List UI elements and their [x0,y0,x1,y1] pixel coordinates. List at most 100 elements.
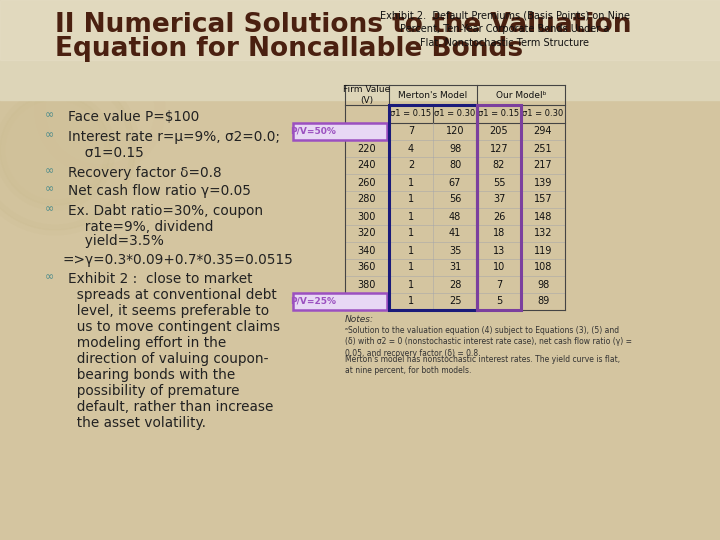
Text: 80: 80 [449,160,461,171]
Text: 400: 400 [358,296,376,307]
Text: 294: 294 [534,126,552,137]
Text: ∞: ∞ [45,130,54,140]
Bar [477,105,521,310]
Text: 48: 48 [449,212,461,221]
Text: Notes:: Notes: [345,315,374,324]
Text: Firm Value
(V): Firm Value (V) [343,85,391,105]
Text: σ1=0.15: σ1=0.15 [76,146,144,160]
Text: 5: 5 [496,296,502,307]
Text: ᵃSolution to the valuation equation (4) subject to Equations (3), (5) and
(δ) wi: ᵃSolution to the valuation equation (4) … [345,326,632,358]
Circle shape [0,70,135,230]
Text: default, rather than increase: default, rather than increase [68,400,274,414]
Text: 4: 4 [408,144,414,153]
Text: 205: 205 [490,126,508,137]
Text: us to move contingent claims: us to move contingent claims [68,320,280,334]
Text: 120: 120 [446,126,464,137]
Text: 37: 37 [492,194,505,205]
Text: Interest rate r=μ=9%, σ2=0.0;: Interest rate r=μ=9%, σ2=0.0; [68,130,280,144]
Text: Exhibit 2 :  close to market: Exhibit 2 : close to market [68,272,253,286]
Bar [0,0,720,100]
Text: 1: 1 [408,296,414,307]
Text: direction of valuing coupon-: direction of valuing coupon- [68,352,269,366]
Text: Merton's model has nonstochastic interest rates. The yield curve is flat,
at nin: Merton's model has nonstochastic interes… [345,355,620,375]
Text: 251: 251 [534,144,552,153]
Text: P/V=50%: P/V=50% [290,127,336,136]
Text: possibility of premature: possibility of premature [68,384,240,398]
Text: 67: 67 [449,178,462,187]
Text: 7: 7 [408,126,414,137]
Text: ∞: ∞ [45,272,54,282]
Text: 139: 139 [534,178,552,187]
Text: 148: 148 [534,212,552,221]
Text: 260: 260 [358,178,377,187]
Text: 280: 280 [358,194,377,205]
Text: 55: 55 [492,178,505,187]
Text: bearing bonds with the: bearing bonds with the [68,368,235,382]
Text: 1: 1 [408,212,414,221]
Text: 28: 28 [449,280,462,289]
Text: 35: 35 [449,246,462,255]
Text: 13: 13 [493,246,505,255]
Text: 89: 89 [537,296,549,307]
Text: Our Modelᵇ: Our Modelᵇ [496,91,546,99]
Text: 7: 7 [496,280,502,289]
Text: 217: 217 [534,160,552,171]
Text: 18: 18 [493,228,505,239]
Text: Merton's Model: Merton's Model [398,91,467,99]
Text: 380: 380 [358,280,376,289]
Text: rate=9%, dividend: rate=9%, dividend [76,220,213,234]
Text: the asset volatility.: the asset volatility. [68,416,206,430]
Text: spreads at conventional debt: spreads at conventional debt [68,288,276,302]
Bar [389,105,477,310]
Text: σ1 = 0.30: σ1 = 0.30 [523,110,564,118]
Text: Recovery factor δ=0.8: Recovery factor δ=0.8 [68,166,222,180]
Text: 98: 98 [449,144,461,153]
Text: 2: 2 [408,160,414,171]
Text: Ex. Dabt ratio=30%, coupon: Ex. Dabt ratio=30%, coupon [68,204,263,218]
Text: σ1 = 0.15: σ1 = 0.15 [478,110,520,118]
Text: 31: 31 [449,262,461,273]
Text: =>γ=0.3*0.09+0.7*0.35=0.0515: =>γ=0.3*0.09+0.7*0.35=0.0515 [63,253,294,267]
Text: 1: 1 [408,246,414,255]
Bar [0,0,720,60]
Bar [293,293,387,310]
Text: level, it seems preferable to: level, it seems preferable to [68,304,269,318]
Text: P/V=25%: P/V=25% [290,297,336,306]
Text: 1: 1 [408,228,414,239]
Text: σ1 = 0.30: σ1 = 0.30 [434,110,476,118]
Text: 220: 220 [358,144,377,153]
Text: Face value P=$100: Face value P=$100 [68,110,199,124]
Circle shape [0,95,110,205]
Text: ∞: ∞ [45,166,54,176]
Text: II Numerical Solutions to the Valuation: II Numerical Solutions to the Valuation [55,12,631,38]
Text: 340: 340 [358,246,376,255]
Text: 119: 119 [534,246,552,255]
Text: 41: 41 [449,228,461,239]
Text: 108: 108 [534,262,552,273]
Text: 157: 157 [534,194,552,205]
Text: yield=3.5%: yield=3.5% [76,234,164,248]
Text: 240: 240 [358,160,377,171]
Text: σ1 = 0.15: σ1 = 0.15 [390,110,431,118]
Text: 360: 360 [358,262,376,273]
Text: 98: 98 [537,280,549,289]
Text: ∞: ∞ [45,184,54,194]
Text: Exhibit 2.  Default Premiums (Basis Points) on Nine
Percent, Ten-Year Corporate : Exhibit 2. Default Premiums (Basis Point… [380,10,630,48]
Text: 10: 10 [493,262,505,273]
Text: 132: 132 [534,228,552,239]
Text: 26: 26 [492,212,505,221]
Text: 1: 1 [408,194,414,205]
Text: ∞: ∞ [45,110,54,120]
Text: 82: 82 [492,160,505,171]
Text: Net cash flow ratio γ=0.05: Net cash flow ratio γ=0.05 [68,184,251,198]
Bar [293,123,387,140]
Text: 320: 320 [358,228,377,239]
Text: ∞: ∞ [45,204,54,214]
Text: 1: 1 [408,262,414,273]
Text: 25: 25 [449,296,462,307]
Text: modeling effort in the: modeling effort in the [68,336,226,350]
Text: 127: 127 [490,144,508,153]
Text: 1: 1 [408,280,414,289]
Text: Equation for Noncallable Bonds: Equation for Noncallable Bonds [55,36,523,62]
Text: 200: 200 [358,126,377,137]
